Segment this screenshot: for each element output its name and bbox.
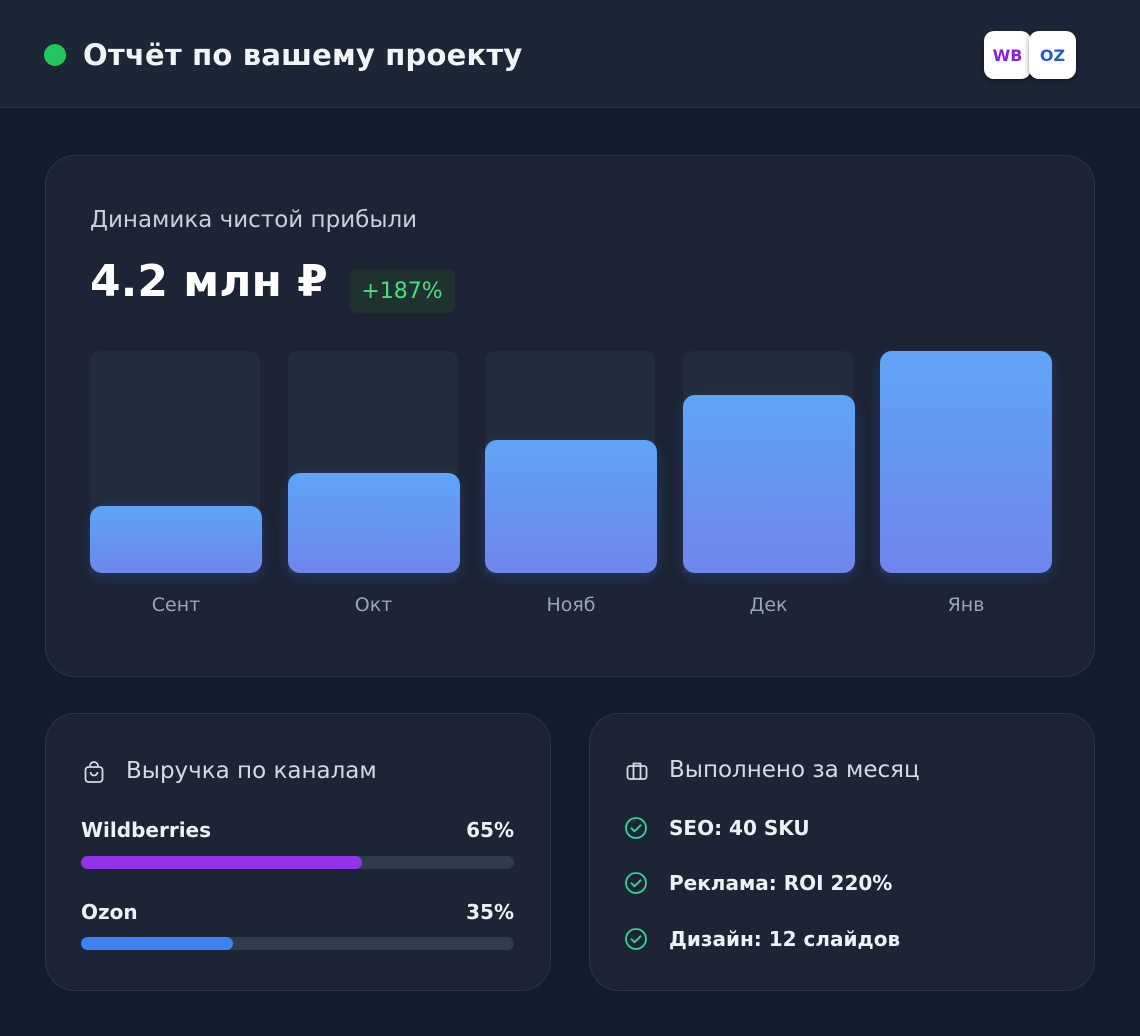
bar-label: Окт (354, 594, 393, 616)
bar-label: Дек (749, 594, 788, 616)
channel-name-wildberries: Wildberries (81, 818, 212, 842)
done-title: Выполнено за месяц (669, 757, 920, 783)
profit-subtitle: Динамика чистой прибыли (90, 207, 418, 233)
task-label-ads: Реклама: ROI 220% (669, 871, 893, 895)
ozon-badge[interactable]: OZ (1029, 31, 1076, 79)
task-label-design: Дизайн: 12 слайдов (669, 927, 901, 951)
wildberries-progress-bar (81, 856, 514, 869)
channel-pct-wildberries: 65% (466, 818, 514, 842)
profit-bar-chart: Сент Окт Нояб Дек Янв (46, 156, 1094, 676)
wildberries-progress-fill (81, 856, 363, 869)
briefcase-icon (626, 762, 648, 780)
bar-5[interactable] (880, 351, 1052, 573)
revenue-channels-card: Выручка по каналам Wildberries 65% Ozon … (45, 713, 551, 991)
channels-title: Выручка по каналам (126, 758, 377, 784)
monthly-done-card: Выполнено за месяц SEO: 40 SKU Реклама: … (589, 713, 1095, 991)
wildberries-badge[interactable]: WB (984, 31, 1031, 79)
bar-1[interactable] (90, 506, 262, 573)
channel-name-ozon: Ozon (81, 900, 138, 924)
ozon-progress-bar (81, 937, 514, 950)
ozon-progress-fill (81, 937, 233, 950)
check-circle-icon (625, 817, 647, 839)
status-dot (44, 44, 66, 66)
task-item: SEO: 40 SKU (624, 813, 810, 843)
channel-pct-ozon: 35% (466, 900, 514, 924)
profit-card: Динамика чистой прибыли 4.2 млн ₽ +187% … (45, 155, 1095, 677)
bar-4[interactable] (682, 395, 855, 573)
task-item: Реклама: ROI 220% (624, 868, 892, 898)
bar-label: Янв (947, 594, 985, 616)
bar-label: Сент (151, 594, 201, 616)
page-title: Отчёт по вашему проекту (83, 38, 523, 72)
profit-change-badge: +187% (349, 269, 455, 313)
bar-3[interactable] (485, 439, 657, 573)
bar-2[interactable] (287, 473, 460, 573)
task-label-seo: SEO: 40 SKU (669, 816, 810, 840)
check-circle-icon (625, 872, 647, 894)
check-circle-icon (625, 928, 647, 950)
shopping-bag-icon (84, 761, 104, 783)
bar-label: Нояб (546, 594, 596, 616)
profit-total: 4.2 млн ₽ (90, 256, 328, 307)
task-item: Дизайн: 12 слайдов (624, 924, 900, 954)
top-bar: Отчёт по вашему проекту WB OZ (0, 0, 1140, 108)
